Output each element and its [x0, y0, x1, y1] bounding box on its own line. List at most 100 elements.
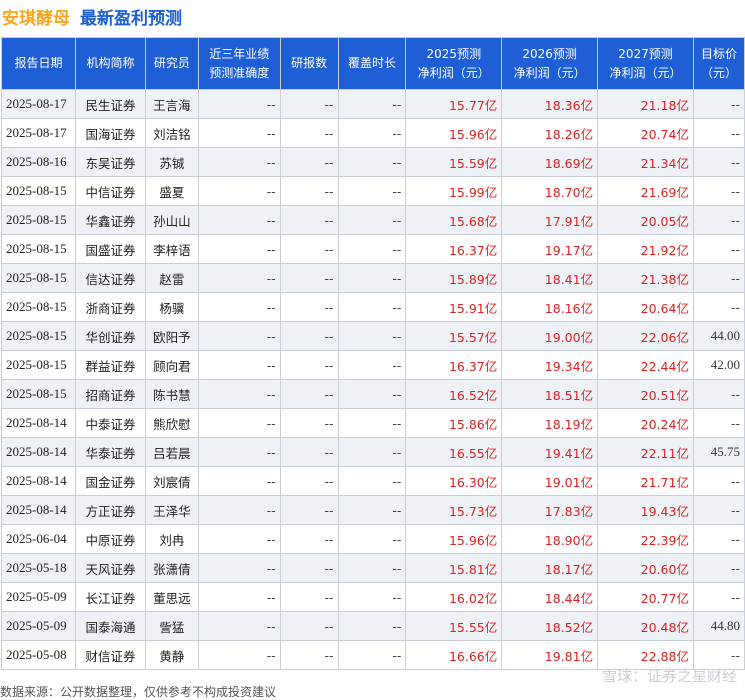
- cell-analyst: 欧阳予: [144, 321, 199, 351]
- cell-accuracy: --: [197, 437, 281, 467]
- table-row[interactable]: 2025-08-14 华泰证券 吕若晨 -- -- -- 16.55亿 19.41亿 22.11…: [1, 437, 745, 467]
- header-label-line: 机构简称: [86, 56, 135, 70]
- table-row[interactable]: 2025-05-09 国泰海通 訾猛 -- -- -- 15.55亿 18.52亿 20.48亿…: [1, 611, 745, 641]
- cell-report-count: --: [279, 524, 339, 554]
- cell-forecast-2027: 20.74亿: [597, 118, 694, 148]
- cell-forecast-2026: 18.52亿: [501, 611, 599, 641]
- cell-report-date: 2025-08-15: [1, 263, 76, 293]
- cell-report-date: 2025-08-14: [1, 466, 76, 496]
- header-coverage[interactable]: 覆盖时长: [337, 37, 407, 90]
- cell-report-date: 2025-08-17: [1, 89, 76, 119]
- cell-forecast-2025: 15.68亿: [405, 205, 503, 235]
- cell-report-date: 2025-08-14: [1, 437, 76, 467]
- cell-forecast-2027: 21.38亿: [597, 263, 694, 293]
- cell-forecast-2027: 21.34亿: [597, 147, 694, 177]
- cell-report-count: --: [279, 292, 339, 322]
- cell-forecast-2025: 16.37亿: [405, 234, 503, 264]
- header-label-line: 净利润（元）: [417, 65, 490, 80]
- cell-analyst: 陈书慧: [144, 379, 199, 409]
- table-row[interactable]: 2025-08-15 浙商证券 杨骥 -- -- -- 15.91亿 18.16亿 20.64亿…: [1, 292, 745, 322]
- cell-target-price: 42.00: [692, 350, 745, 380]
- cell-institution: 中原证券: [74, 524, 146, 554]
- title-bar: 安琪酵母 最新盈利预测: [0, 0, 745, 32]
- cell-coverage: --: [337, 350, 407, 380]
- cell-forecast-2026: 19.34亿: [501, 350, 599, 380]
- table-row[interactable]: 2025-08-16 东吴证券 苏铖 -- -- -- 15.59亿 18.69亿 21.34亿…: [1, 147, 745, 177]
- header-label-line: 净利润（元）: [513, 65, 586, 80]
- header-forecast-2026[interactable]: 2026预测 净利润（元）: [501, 37, 599, 90]
- header-label-line: 近三年业绩: [209, 46, 270, 61]
- header-forecast-2025[interactable]: 2025预测 净利润（元）: [405, 37, 503, 90]
- cell-forecast-2025: 15.59亿: [405, 147, 503, 177]
- header-forecast-2027[interactable]: 2027预测 净利润（元）: [597, 37, 694, 90]
- table-row[interactable]: 2025-08-14 国金证券 刘宸倩 -- -- -- 16.30亿 19.01亿 21.71…: [1, 466, 745, 496]
- header-institution[interactable]: 机构简称: [74, 37, 146, 90]
- table-row[interactable]: 2025-08-15 招商证券 陈书慧 -- -- -- 16.52亿 18.51亿 20.51…: [1, 379, 745, 409]
- cell-forecast-2026: 18.41亿: [501, 263, 599, 293]
- cell-analyst: 吕若晨: [144, 437, 199, 467]
- header-analyst[interactable]: 研究员: [144, 37, 199, 90]
- cell-forecast-2027: 19.43亿: [597, 495, 694, 525]
- cell-forecast-2026: 18.17亿: [501, 553, 599, 583]
- table-row[interactable]: 2025-08-15 华鑫证券 孙山山 -- -- -- 15.68亿 17.91亿 20.05…: [1, 205, 745, 235]
- cell-forecast-2025: 15.86亿: [405, 408, 503, 438]
- cell-target-price: 44.00: [692, 321, 745, 351]
- cell-analyst: 刘冉: [144, 524, 199, 554]
- cell-target-price: --: [692, 495, 745, 525]
- table-row[interactable]: 2025-08-17 国海证券 刘洁铭 -- -- -- 15.96亿 18.26亿 20.74…: [1, 118, 745, 148]
- table-row[interactable]: 2025-08-15 信达证券 赵雷 -- -- -- 15.89亿 18.41亿 21.38亿…: [1, 263, 745, 293]
- cell-report-count: --: [279, 176, 339, 206]
- header-report-count[interactable]: 研报数: [279, 37, 339, 90]
- cell-target-price: --: [692, 205, 745, 235]
- cell-report-date: 2025-08-15: [1, 234, 76, 264]
- cell-target-price: --: [692, 640, 745, 670]
- cell-forecast-2027: 22.39亿: [597, 524, 694, 554]
- header-target-price[interactable]: 目标价 （元）: [692, 37, 745, 90]
- cell-forecast-2026: 19.01亿: [501, 466, 599, 496]
- cell-target-price: --: [692, 176, 745, 206]
- table-row[interactable]: 2025-08-14 方正证券 王泽华 -- -- -- 15.73亿 17.83亿 19.43…: [1, 495, 745, 525]
- cell-report-count: --: [279, 611, 339, 641]
- cell-analyst: 顾向君: [144, 350, 199, 380]
- cell-target-price: --: [692, 379, 745, 409]
- table-row[interactable]: 2025-08-14 中泰证券 熊欣慰 -- -- -- 15.86亿 18.19亿 20.24…: [1, 408, 745, 438]
- cell-accuracy: --: [197, 292, 281, 322]
- cell-target-price: --: [692, 553, 745, 583]
- cell-target-price: --: [692, 147, 745, 177]
- cell-forecast-2025: 16.52亿: [405, 379, 503, 409]
- cell-analyst: 王泽华: [144, 495, 199, 525]
- cell-coverage: --: [337, 147, 407, 177]
- table-row[interactable]: 2025-08-17 民生证券 王言海 -- -- -- 15.77亿 18.36亿 21.18…: [1, 89, 745, 119]
- cell-forecast-2026: 18.36亿: [501, 89, 599, 119]
- cell-forecast-2026: 19.17亿: [501, 234, 599, 264]
- cell-accuracy: --: [197, 234, 281, 264]
- cell-accuracy: --: [197, 176, 281, 206]
- cell-institution: 天风证券: [74, 553, 146, 583]
- table-row[interactable]: 2025-08-15 国盛证券 李梓语 -- -- -- 16.37亿 19.17亿 21.92…: [1, 234, 745, 264]
- table-row[interactable]: 2025-06-04 中原证券 刘冉 -- -- -- 15.96亿 18.90亿 22.39亿…: [1, 524, 745, 554]
- cell-forecast-2025: 15.55亿: [405, 611, 503, 641]
- table-row[interactable]: 2025-05-09 长江证券 董思远 -- -- -- 16.02亿 18.44亿 20.77…: [1, 582, 745, 612]
- stock-name: 安琪酵母: [2, 8, 70, 29]
- cell-coverage: --: [337, 495, 407, 525]
- cell-forecast-2025: 16.30亿: [405, 466, 503, 496]
- cell-coverage: --: [337, 321, 407, 351]
- table-row[interactable]: 2025-05-18 天风证券 张潇倩 -- -- -- 15.81亿 18.17亿 20.60…: [1, 553, 745, 583]
- cell-analyst: 訾猛: [144, 611, 199, 641]
- table-row[interactable]: 2025-08-15 群益证券 顾向君 -- -- -- 16.37亿 19.34亿 22.44…: [1, 350, 745, 380]
- cell-forecast-2026: 17.91亿: [501, 205, 599, 235]
- table-row[interactable]: 2025-08-15 华创证券 欧阳予 -- -- -- 15.57亿 19.00亿 22.06…: [1, 321, 745, 351]
- cell-report-count: --: [279, 495, 339, 525]
- table-row[interactable]: 2025-05-08 财信证券 黄静 -- -- -- 16.66亿 19.81亿 22.88亿…: [1, 640, 745, 670]
- cell-forecast-2026: 18.16亿: [501, 292, 599, 322]
- header-accuracy[interactable]: 近三年业绩 预测准确度: [197, 37, 281, 90]
- table-row[interactable]: 2025-08-15 中信证券 盛夏 -- -- -- 15.99亿 18.70亿 21.69亿…: [1, 176, 745, 206]
- cell-target-price: 45.75: [692, 437, 745, 467]
- cell-forecast-2025: 15.96亿: [405, 118, 503, 148]
- cell-forecast-2027: 20.48亿: [597, 611, 694, 641]
- cell-report-date: 2025-08-15: [1, 205, 76, 235]
- cell-report-count: --: [279, 89, 339, 119]
- cell-report-date: 2025-08-15: [1, 350, 76, 380]
- header-report-date[interactable]: 报告日期: [1, 37, 76, 90]
- cell-forecast-2027: 20.51亿: [597, 379, 694, 409]
